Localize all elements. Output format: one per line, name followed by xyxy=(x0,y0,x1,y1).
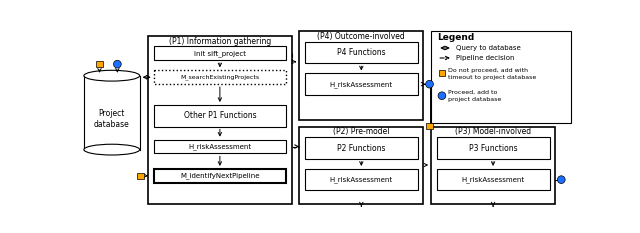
Text: P2 Functions: P2 Functions xyxy=(337,144,385,153)
Circle shape xyxy=(438,92,446,99)
Bar xyxy=(358,207,364,213)
Bar xyxy=(490,207,496,213)
Text: Other P1 Functions: Other P1 Functions xyxy=(184,111,256,120)
Bar xyxy=(148,36,292,203)
Bar xyxy=(426,123,433,129)
Bar xyxy=(97,61,102,67)
Text: P4 Functions: P4 Functions xyxy=(337,48,386,57)
Bar xyxy=(154,140,286,154)
Text: Do not proceed, add with: Do not proceed, add with xyxy=(448,68,528,73)
Bar xyxy=(154,169,286,183)
Circle shape xyxy=(557,176,565,184)
Text: Init sift_project: Init sift_project xyxy=(194,50,246,57)
Ellipse shape xyxy=(84,70,140,81)
Bar xyxy=(436,169,550,190)
Bar xyxy=(300,127,423,203)
Text: H_riskAssessment: H_riskAssessment xyxy=(330,176,393,183)
Text: Query to database: Query to database xyxy=(456,45,520,51)
Bar xyxy=(154,105,286,127)
Text: project database: project database xyxy=(448,97,501,102)
Text: Project
database: Project database xyxy=(94,109,130,129)
Text: (P4) Outcome-involved: (P4) Outcome-involved xyxy=(317,32,405,41)
Bar xyxy=(154,46,286,60)
Bar xyxy=(431,31,571,123)
Text: (P3) Model-involved: (P3) Model-involved xyxy=(455,127,531,136)
Bar xyxy=(305,73,418,95)
Ellipse shape xyxy=(84,144,140,155)
Text: H_riskAssessment: H_riskAssessment xyxy=(330,81,393,88)
Bar xyxy=(439,70,445,76)
Text: timeout to project database: timeout to project database xyxy=(448,75,536,80)
Circle shape xyxy=(426,80,433,88)
Text: (P2) Pre-model: (P2) Pre-model xyxy=(333,127,390,136)
Text: Proceed, add to: Proceed, add to xyxy=(448,90,497,95)
Text: Legend: Legend xyxy=(437,34,474,42)
Ellipse shape xyxy=(84,70,140,81)
Text: M_searchExistingProjects: M_searchExistingProjects xyxy=(180,74,259,80)
Bar xyxy=(84,76,140,150)
Circle shape xyxy=(113,60,121,68)
Bar xyxy=(431,127,555,203)
Text: M_identifyNextPipeline: M_identifyNextPipeline xyxy=(180,172,260,179)
Text: (P1) Information gathering: (P1) Information gathering xyxy=(169,37,271,45)
Bar xyxy=(436,137,550,159)
Bar xyxy=(305,169,418,190)
Text: H_riskAssessment: H_riskAssessment xyxy=(188,143,252,150)
Bar xyxy=(305,42,418,63)
Bar xyxy=(300,31,423,120)
Text: H_riskAssessment: H_riskAssessment xyxy=(461,176,525,183)
Text: P3 Functions: P3 Functions xyxy=(468,144,517,153)
Text: Pipeline decision: Pipeline decision xyxy=(456,55,515,61)
Bar xyxy=(154,70,286,84)
Bar xyxy=(305,137,418,159)
Bar xyxy=(138,173,143,179)
